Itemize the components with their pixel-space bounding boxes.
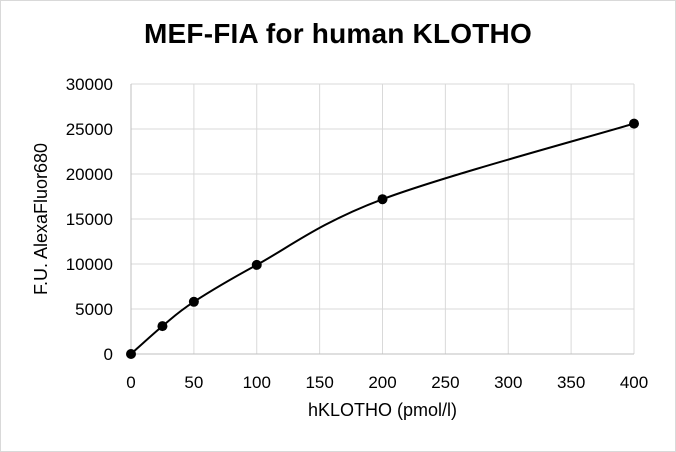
y-tick-label: 20000	[66, 165, 113, 184]
x-tick-label: 100	[243, 373, 271, 392]
axes	[130, 84, 634, 355]
data-point	[126, 349, 136, 359]
y-axis-label: F.U. AlexaFluor680	[31, 143, 51, 295]
y-tick-label: 0	[104, 345, 113, 364]
y-tick-label: 10000	[66, 255, 113, 274]
data-point	[251, 259, 262, 270]
x-tick-label: 50	[184, 373, 203, 392]
x-tick-label: 0	[126, 373, 135, 392]
y-tick-labels: 0 5000 10000 15000 20000 25000 30000	[66, 75, 113, 364]
y-tick-label: 25000	[66, 120, 113, 139]
x-tick-labels: 0 50 100 150 200 250 300 350 400	[126, 373, 648, 392]
data-point	[629, 118, 639, 129]
x-tick-label: 200	[368, 373, 396, 392]
x-axis-label: hKLOTHO (pmol/l)	[308, 400, 457, 420]
x-tick-label: 300	[494, 373, 522, 392]
data-point	[157, 321, 168, 332]
x-tick-label: 400	[620, 373, 648, 392]
gridlines	[131, 83, 635, 354]
data-points	[126, 118, 639, 359]
y-tick-label: 15000	[66, 210, 113, 229]
data-point	[188, 296, 199, 307]
y-tick-label: 30000	[66, 75, 113, 94]
chart-title: MEF-FIA for human KLOTHO	[144, 18, 532, 49]
x-tick-label: 250	[431, 373, 459, 392]
data-point	[377, 194, 388, 205]
x-tick-label: 150	[305, 373, 333, 392]
y-tick-label: 5000	[75, 300, 113, 319]
x-tick-label: 350	[557, 373, 585, 392]
